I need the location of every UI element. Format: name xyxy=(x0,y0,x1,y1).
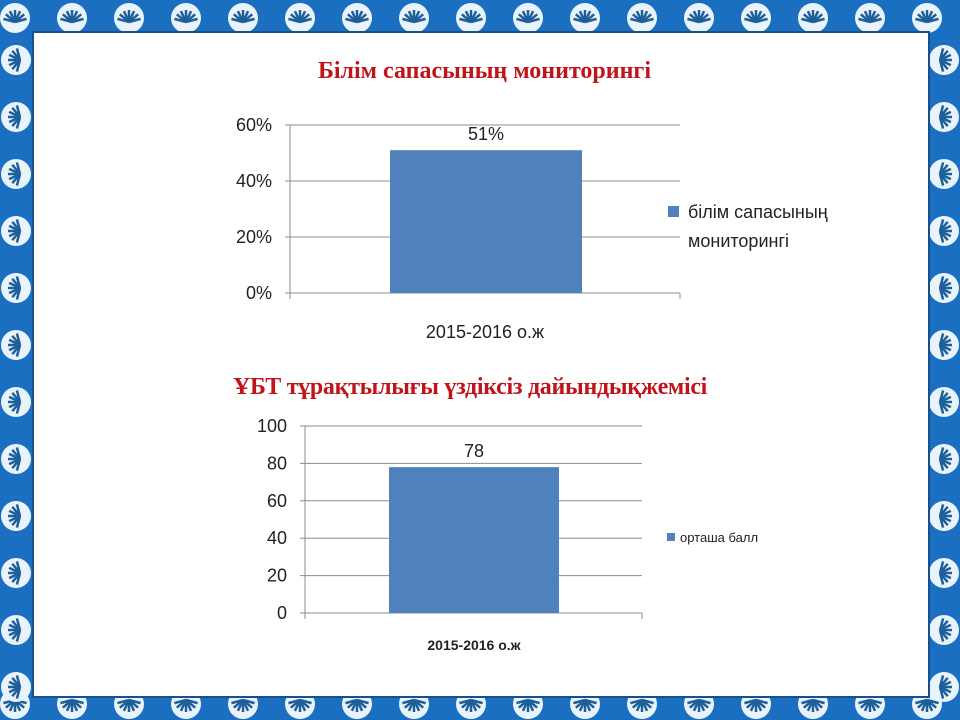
lace-fan xyxy=(1,330,31,360)
lace-fan xyxy=(912,3,942,33)
chart1-y-axis: 0% 20% 40% 60% xyxy=(236,115,681,303)
chart2: 0 20 40 60 80 100 78 2015-2016 о.ж орташа бал… xyxy=(257,416,758,653)
lace-fan xyxy=(929,159,959,189)
lace-fan xyxy=(929,501,959,531)
lace-fan xyxy=(1,444,31,474)
lace-fan xyxy=(929,672,959,702)
lace-fan xyxy=(399,3,429,33)
y-tick-label: 80 xyxy=(267,453,287,473)
y-tick-label: 40% xyxy=(236,171,272,191)
lace-fan xyxy=(929,102,959,132)
chart2-title: ҰБТ тұрақтылығы үздіксіз дайындықжемісі xyxy=(233,374,708,400)
y-tick-label: 20 xyxy=(267,566,287,586)
y-tick-label: 0 xyxy=(277,603,287,623)
chart1-x-tick-label: 2015-2016 о.ж xyxy=(426,322,544,342)
chart1: 0% 20% 40% 60% 51% 2015-2016 о.ж білім сапа… xyxy=(236,115,828,342)
lace-fan xyxy=(342,3,372,33)
chart1-title: Білім сапасының мониторингі xyxy=(318,58,651,84)
y-tick-label: 60% xyxy=(236,115,272,135)
chart1-legend-swatch xyxy=(668,206,679,217)
chart2-legend-swatch xyxy=(667,533,675,541)
lace-fan xyxy=(798,3,828,33)
lace-fan xyxy=(929,444,959,474)
lace-fan xyxy=(228,3,258,33)
chart2-bar xyxy=(389,467,559,613)
lace-fan xyxy=(1,672,31,702)
lace-fan xyxy=(1,216,31,246)
lace-fan xyxy=(929,387,959,417)
lace-fan xyxy=(1,102,31,132)
lace-fan xyxy=(929,273,959,303)
lace-fan xyxy=(684,3,714,33)
chart1-legend-label: білім сапасының мониторингі xyxy=(688,202,828,251)
y-tick-label: 60 xyxy=(267,491,287,511)
chart1-bar xyxy=(390,150,582,293)
lace-fan xyxy=(929,615,959,645)
chart1-data-label: 51% xyxy=(468,124,504,144)
lace-fan xyxy=(114,3,144,33)
lace-fan xyxy=(171,3,201,33)
lace-fan xyxy=(285,3,315,33)
lace-fan xyxy=(929,216,959,246)
lace-fan xyxy=(57,3,87,33)
lace-fan xyxy=(929,45,959,75)
lace-fan xyxy=(627,3,657,33)
lace-fan xyxy=(1,558,31,588)
lace-fan xyxy=(1,273,31,303)
lace-fan xyxy=(1,159,31,189)
y-tick-label: 40 xyxy=(267,528,287,548)
lace-fan xyxy=(855,3,885,33)
lace-fan xyxy=(513,3,543,33)
lace-fan xyxy=(1,501,31,531)
lace-fan xyxy=(0,3,30,33)
y-tick-label: 0% xyxy=(246,283,272,303)
lace-fan xyxy=(1,615,31,645)
lace-fan xyxy=(929,330,959,360)
chart2-x-tick-label: 2015-2016 о.ж xyxy=(427,637,521,653)
chart2-y-axis: 0 20 40 60 80 100 xyxy=(257,416,643,623)
y-tick-label: 20% xyxy=(236,227,272,247)
lace-fan xyxy=(929,558,959,588)
chart2-data-label: 78 xyxy=(464,441,484,461)
lace-fan xyxy=(570,3,600,33)
lace-fan xyxy=(741,3,771,33)
lace-fan xyxy=(456,3,486,33)
y-tick-label: 100 xyxy=(257,416,287,436)
chart2-legend-label: орташа балл xyxy=(680,530,758,545)
lace-fan xyxy=(1,387,31,417)
lace-fan xyxy=(1,45,31,75)
